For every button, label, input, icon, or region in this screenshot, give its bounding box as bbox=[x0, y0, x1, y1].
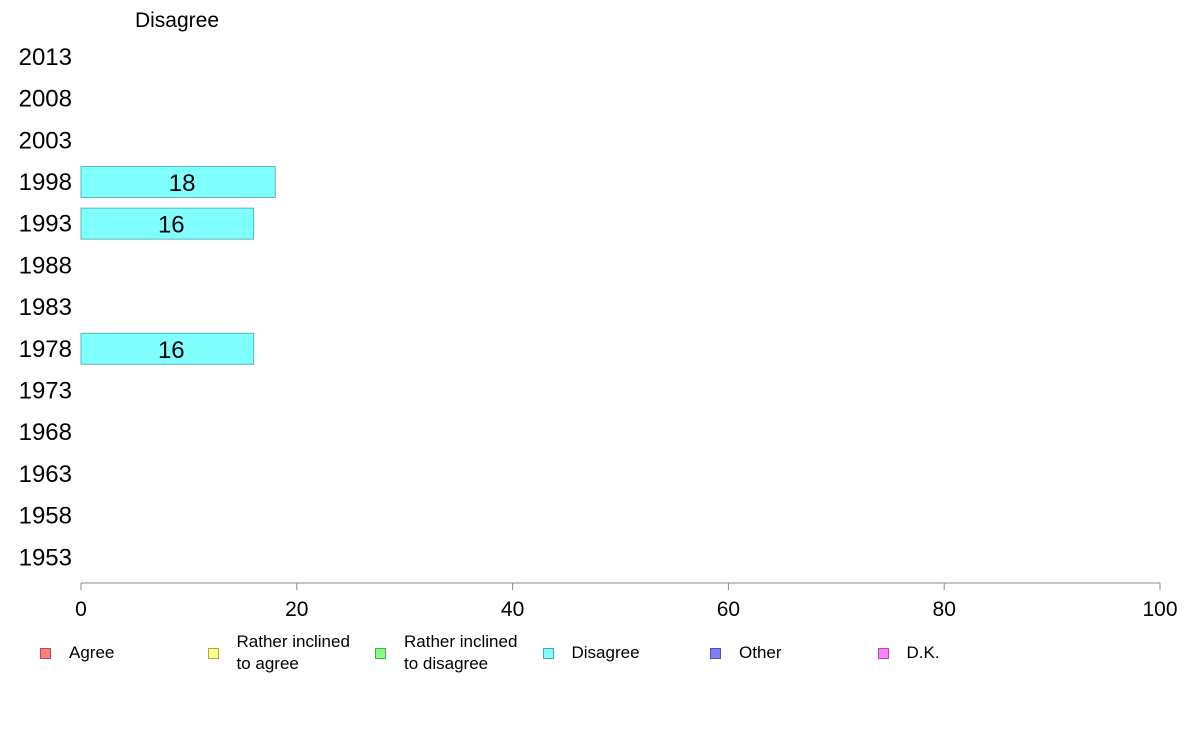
y-tick-label: 2013 bbox=[19, 44, 72, 71]
legend-item: Agree bbox=[40, 628, 205, 678]
x-tick-label: 0 bbox=[75, 598, 87, 621]
legend-label: Disagree bbox=[571, 643, 640, 662]
legend-item: Other bbox=[710, 628, 875, 678]
bar-labels-layer: 18 16 16 bbox=[158, 170, 195, 364]
legend-label: Other bbox=[739, 643, 782, 662]
bars-layer bbox=[80, 165, 276, 365]
y-tick-label: 1993 bbox=[19, 211, 72, 238]
x-axis: 0 20 40 60 80 100 bbox=[75, 582, 1178, 621]
bar bbox=[80, 332, 255, 365]
y-tick-label: 1953 bbox=[19, 544, 72, 571]
legend-swatch bbox=[710, 648, 721, 659]
legend-item: D.K. bbox=[877, 628, 1043, 678]
legend-item: Rather inclined to disagree bbox=[375, 628, 540, 678]
y-tick-label: 1968 bbox=[19, 419, 72, 446]
bar-value-label: 16 bbox=[158, 337, 185, 364]
legend-swatch bbox=[542, 648, 554, 659]
y-tick-label: 1958 bbox=[19, 503, 72, 530]
y-tick-label: 1978 bbox=[19, 336, 72, 363]
x-tick-label: 60 bbox=[717, 598, 740, 621]
bar bbox=[80, 165, 276, 198]
y-axis: 2013 2008 2003 1998 1993 1988 1983 1978 1973 1968… bbox=[19, 44, 72, 571]
x-tick-label: 40 bbox=[501, 598, 524, 621]
chart-title: Disagree bbox=[135, 9, 219, 32]
legend-label: Agree bbox=[69, 643, 115, 662]
legend-label: Rather inclined to disagree bbox=[404, 632, 518, 673]
x-tick-label: 100 bbox=[1142, 598, 1177, 621]
legend-swatch bbox=[40, 648, 51, 659]
bar bbox=[80, 207, 255, 240]
y-tick-label: 2003 bbox=[19, 127, 72, 154]
legend-label: Rather inclined to agree bbox=[236, 632, 350, 673]
legend-swatch bbox=[207, 648, 219, 659]
y-tick-label: 1973 bbox=[19, 377, 72, 404]
legend-swatch bbox=[375, 648, 386, 659]
x-tick-label: 20 bbox=[285, 598, 308, 621]
legend-swatch bbox=[877, 648, 889, 659]
legend-label: D.K. bbox=[906, 643, 940, 662]
y-tick-label: 1983 bbox=[19, 294, 72, 321]
y-tick-label: 1988 bbox=[19, 252, 72, 279]
y-tick-label: 1998 bbox=[19, 169, 72, 196]
x-tick-label: 80 bbox=[933, 598, 956, 621]
legend-item: Disagree bbox=[542, 628, 708, 678]
legend: Agree Rather inclined to agree Rather incl… bbox=[0, 628, 1188, 688]
bar-value-label: 16 bbox=[158, 212, 185, 239]
y-tick-label: 1963 bbox=[19, 461, 72, 488]
legend-item: Rather inclined to agree bbox=[207, 628, 373, 678]
bar-value-label: 18 bbox=[169, 170, 196, 197]
y-tick-label: 2008 bbox=[19, 86, 72, 113]
